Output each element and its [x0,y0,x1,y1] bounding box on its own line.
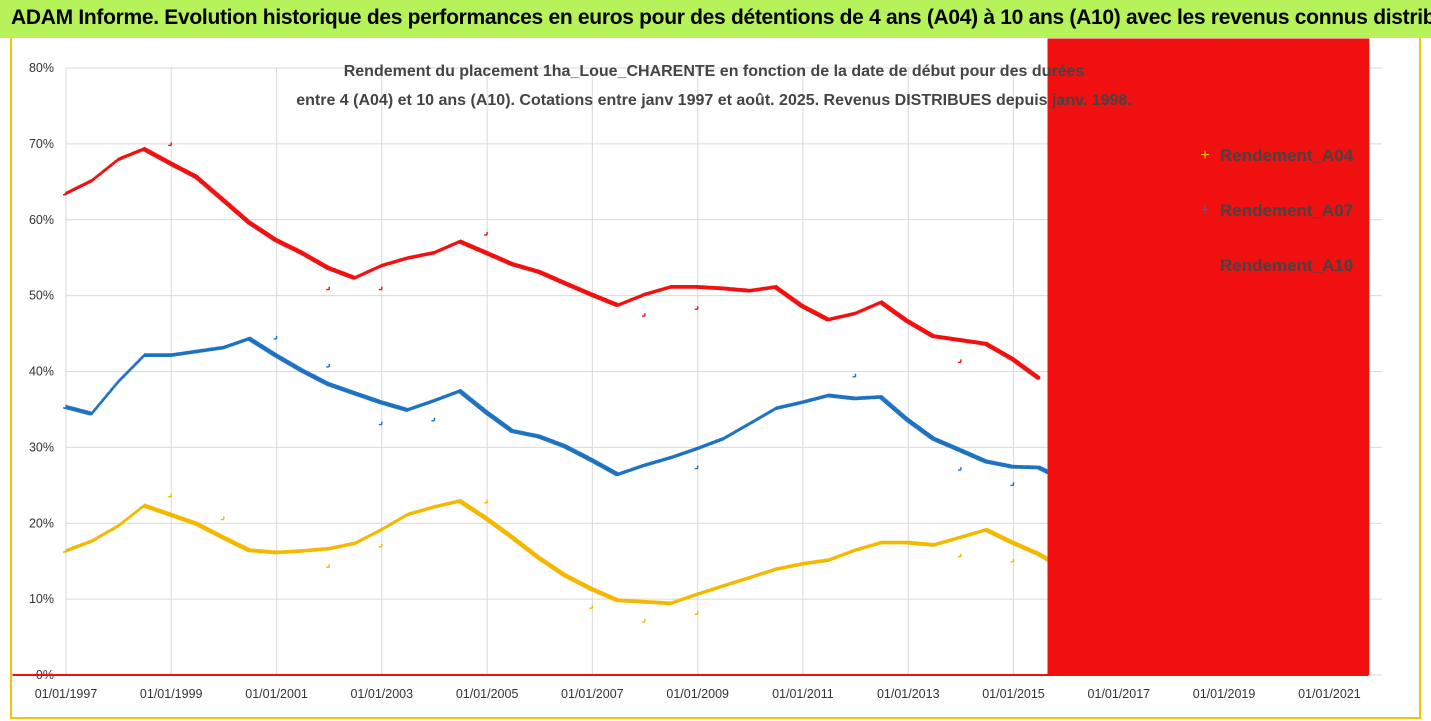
legend-item-a04: + Rendement_A04 [1200,146,1353,165]
x-tick-label: 01/01/2015 [982,687,1045,701]
y-tick-label: 50% [29,289,54,303]
series [12,38,1370,676]
y-tick-label: 20% [29,516,54,530]
x-tick-label: 01/01/2013 [877,687,940,701]
outlier-point [326,363,330,368]
x-tick-label: 01/01/2001 [245,687,308,701]
outlier-point [326,564,330,568]
x-tick-label: 01/01/2007 [561,687,624,701]
chart: 0%10%20%30%40%50%60%70%80% 01/01/1997 01/… [12,38,1382,701]
outlier-point [378,286,383,291]
legend-marker-a10: + [1200,257,1209,274]
y-tick-label: 80% [29,61,54,75]
outlier-point [1010,482,1015,486]
outlier-point [220,516,225,521]
outlier-point [694,611,699,615]
legend-item-a10: + Rendement_A10 [1200,256,1353,275]
y-tick-label: 10% [29,592,54,606]
x-tick-label: 01/01/2019 [1193,687,1256,701]
chart-frame: 0% 10% 20% 30% 40% 50% 60% 70% 80% 01/01/1997 01/… [10,38,1421,719]
outlier-point [326,286,330,291]
outlier-point [168,142,172,147]
series-rendement-a07 [63,335,1216,544]
outlier-point [431,417,436,422]
x-axis-ticks: 01/01/1997 01/01/1999 01/01/2001 01/01/2003… [35,687,1361,701]
banner: ADAM Informe. Evolution historique des p… [0,0,1431,38]
x-tick-label: 01/01/1997 [35,687,98,701]
outlier-point [484,499,488,504]
outlier-point [694,465,699,470]
outlier-point [641,618,646,623]
legend-label-a10: Rendement_A10 [1220,256,1353,275]
series-markers [63,336,1216,544]
outlier-point [273,335,278,340]
series-markers [63,146,1041,380]
outlier-point [957,467,962,471]
y-tick-label: 60% [29,213,54,227]
outlier-point [641,313,646,317]
outlier-point [957,359,962,364]
x-tick-label: 01/01/2017 [1088,687,1151,701]
chart-title-line-1: Rendement du placement 1ha_Loue_CHARENTE… [344,63,1085,80]
zero-value-markers [12,38,1370,676]
outlier-point [694,306,699,310]
y-tick-label: 30% [29,440,54,454]
legend-marker-a04: + [1200,147,1209,164]
outlier-point [378,421,383,426]
legend-label-a04: Rendement_A04 [1220,146,1354,165]
outlier-point [589,605,593,609]
x-tick-label: 01/01/2011 [772,687,834,701]
outlier-point [1010,558,1015,563]
y-axis-ticks: 0%10%20%30%40%50%60%70%80% [29,61,54,682]
legend-item-a07: + Rendement_A07 [1200,201,1353,220]
x-tick-label: 01/01/2009 [666,687,729,701]
outlier-point [168,493,172,498]
chart-title-line-2: entre 4 (A04) et 10 ans (A10). Cotations… [296,92,1132,109]
x-tick-label: 01/01/1999 [140,687,203,701]
legend: + Rendement_A04 + Rendement_A07 + Rendem… [1200,146,1353,275]
y-tick-label: 70% [29,137,54,151]
outlier-point [484,231,488,236]
y-tick-label: 40% [29,365,54,379]
legend-marker-a07: + [1200,202,1209,219]
x-tick-label: 01/01/2021 [1298,687,1361,701]
outlier-point [852,373,857,378]
x-tick-label: 01/01/2005 [456,687,519,701]
legend-label-a07: Rendement_A07 [1220,201,1353,220]
outlier-point [378,543,383,548]
series-rendement-a10 [12,38,1370,676]
x-tick-label: 01/01/2003 [350,687,413,701]
outlier-point [957,553,962,558]
banner-title: ADAM Informe. Evolution historique des p… [11,6,1431,29]
chart-title: Rendement du placement 1ha_Loue_CHARENTE… [296,63,1132,109]
